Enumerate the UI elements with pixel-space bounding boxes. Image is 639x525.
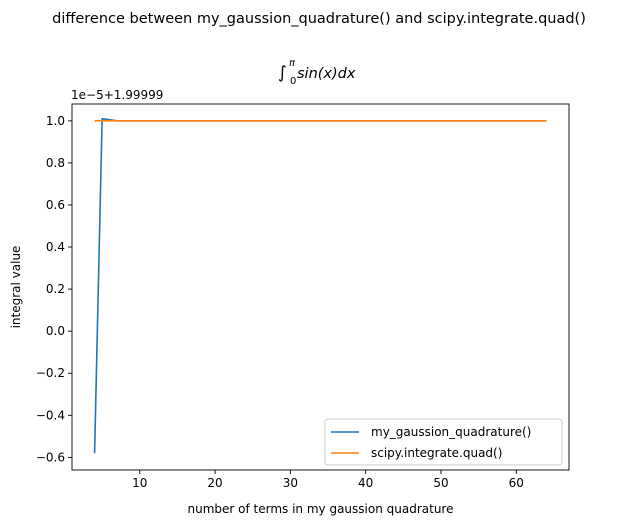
legend-box [324, 418, 563, 466]
series-layer [93, 117, 547, 454]
y-tick-label: 0.0 [46, 324, 65, 338]
x-tick-label: 40 [358, 476, 373, 490]
y-tick-label: −0.6 [36, 450, 65, 464]
title-integrand: sin(x)dx [297, 66, 356, 82]
figure-suptitle: difference between my_gaussion_quadratur… [52, 11, 586, 27]
y-tick-label: 0.4 [46, 240, 65, 254]
y-tick-label: 0.2 [46, 282, 65, 296]
axes-frame [71, 103, 570, 471]
y-axis-label: integral value [9, 246, 23, 329]
y-tick-label: −0.2 [36, 366, 65, 380]
title-upper-limit: π [289, 58, 296, 69]
x-axis-label: number of terms in my gaussion quadratur… [188, 502, 454, 516]
axes-title: ∫ π 0 sin(x)dx [278, 58, 356, 87]
legend-label-scipy-quad: scipy.integrate.quad() [371, 446, 502, 460]
y-offset-text: 1e−5+1.99999 [71, 88, 163, 102]
ticks-layer: 10 20 30 40 50 60 −0.6 −0.4 −0.2 0.0 0.2 0.4 0.6 0.8 1… [36, 114, 524, 490]
plot-area [72, 104, 569, 470]
x-tick-label: 10 [132, 476, 147, 490]
y-tick-label: 1.0 [46, 114, 65, 128]
y-tick-label: 0.6 [46, 198, 65, 212]
x-tick-label: 50 [433, 476, 448, 490]
y-tick-label: 0.8 [46, 156, 65, 170]
title-lower-limit: 0 [290, 76, 296, 87]
legend-label-my-gaussion-quadrature: my_gaussion_quadrature() [371, 425, 531, 439]
x-tick-label: 20 [207, 476, 222, 490]
legend: my_gaussion_quadrature() scipy.integrate… [324, 418, 563, 466]
x-tick-label: 30 [283, 476, 298, 490]
title-integral-sign: ∫ [278, 63, 287, 83]
y-tick-label: −0.4 [36, 408, 65, 422]
x-tick-label: 60 [509, 476, 524, 490]
